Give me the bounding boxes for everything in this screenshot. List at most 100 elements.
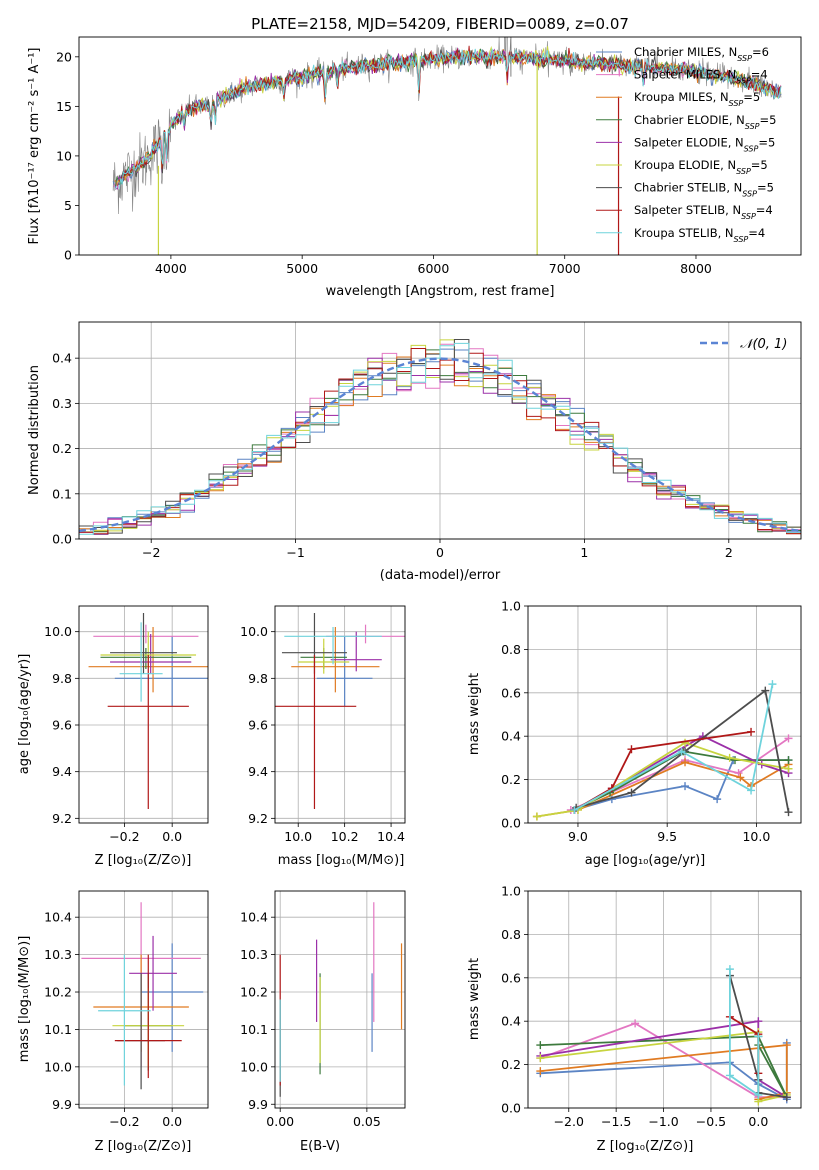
spectrum-legend-label: Salpeter STELIB, NSSP=4 — [634, 203, 773, 221]
weight_vs_age-series-2-marker — [784, 734, 793, 743]
age_vs_mass-ytick-label: 9.4 — [248, 764, 268, 779]
age_vs_Z-ytick-label: 9.6 — [52, 718, 72, 733]
spectrum-legend-label: Kroupa ELODIE, NSSP=5 — [634, 158, 768, 176]
weight_vs_Z-plot-area — [536, 965, 791, 1106]
spectrum-legend-label: Salpeter MILES, NSSP=4 — [634, 68, 768, 86]
weight_vs_age-series-8-marker — [627, 745, 636, 754]
age_vs_mass-xtick-label: 10.4 — [377, 829, 405, 844]
mass_vs_Z-xtick-label: −0.2 — [109, 1114, 139, 1129]
weight_vs_age-xtick-label: 9.0 — [568, 829, 588, 844]
spectrum-ytick-label: 15 — [56, 99, 72, 114]
residuals-panel: (data-model)/error Normed distribution −… — [27, 321, 802, 583]
residuals-xtick-label: 0 — [436, 545, 444, 560]
spectrum-legend-label: Salpeter ELODIE, NSSP=5 — [634, 135, 775, 153]
spectrum-xtick-label: 7000 — [549, 261, 581, 276]
weight_vs_age-series-2-marker — [734, 769, 743, 778]
spectrum-xtick-label: 4000 — [155, 261, 187, 276]
weight_vs_Z-ytick-label: 0.0 — [501, 1101, 521, 1116]
spectrum-xlabel: wavelength [Angstrom, rest frame] — [326, 284, 555, 299]
mass_vs_Z-plot-area — [81, 902, 204, 1090]
weight-vs-metallicity-panel: Z [log₁₀(Z/Z⊙)] mass weight −2.0 −1.5 −1.0… — [467, 884, 802, 1154]
mass_vs_ebv-ytick-label: 10.0 — [240, 1059, 268, 1074]
mass_vs_Z-ytick-label: 10.2 — [44, 985, 72, 1000]
weight_vs_Z-xtick-label: −1.0 — [648, 1114, 678, 1129]
spectrum-frame — [78, 36, 802, 256]
weight_vs_age-series-7-marker — [784, 808, 793, 817]
weight_vs_Z-series-9-marker — [725, 1071, 734, 1080]
weight_vs_age-plot-area — [532, 680, 793, 821]
gaussian-legend-label: 𝒩(0, 1) — [740, 337, 787, 352]
spectrum-model-line-9 — [118, 48, 782, 189]
spectrum-xtick-label: 8000 — [680, 261, 712, 276]
residuals-ytick-label: 0.0 — [52, 532, 72, 547]
residuals-ytick-label: 0.1 — [52, 486, 72, 501]
weight_vs_age-series-9-marker — [768, 680, 777, 689]
spectrum-legend-label: Kroupa STELIB, NSSP=4 — [634, 226, 765, 244]
age-vs-metallicity-panel: Z [log₁₀(Z/Z⊙)] age [log₁₀(age/yr)] −0.2… — [17, 605, 209, 868]
age_vs_mass-xtick-label: 10.2 — [331, 829, 359, 844]
age_vs_Z-ytick-label: 10.0 — [44, 624, 72, 639]
weight_vs_age-series-9-marker — [677, 747, 686, 756]
mass_vs_ebv-ytick-label: 10.4 — [240, 910, 268, 925]
age_vs_Z-ytick-label: 9.4 — [52, 764, 72, 779]
weight_vs_age-series-6-marker — [725, 753, 734, 762]
residuals-xlabel: (data-model)/error — [380, 568, 501, 583]
residuals-xtick-label: −2 — [142, 545, 160, 560]
mass_vs_ebv-plot-area — [279, 902, 403, 1097]
weight_vs_age-ytick-label: 1.0 — [501, 599, 521, 614]
age_vs_Z-xtick-label: 0.0 — [162, 829, 182, 844]
mass_vs_Z-ytick-label: 10.0 — [44, 1059, 72, 1074]
age_vs_mass-ytick-label: 9.8 — [248, 671, 268, 686]
residuals-ytick-label: 0.3 — [52, 396, 72, 411]
weight_vs_Z-xtick-label: −0.5 — [696, 1114, 726, 1129]
weight_vs_Z-xtick-label: −2.0 — [554, 1114, 584, 1129]
weight_vs_Z-series-4 — [540, 1035, 788, 1098]
weight_vs_age-series-6-marker — [532, 812, 541, 821]
weight_vs_age-series-9-marker — [570, 805, 579, 814]
weight_vs_Z-ytick-label: 1.0 — [501, 884, 521, 899]
residuals-xtick-label: 2 — [725, 545, 733, 560]
mass_vs_ebv-ytick-label: 10.1 — [240, 1022, 268, 1037]
mass_vs_Z-ytick-label: 10.1 — [44, 1022, 72, 1037]
age_vs_mass-frame — [274, 605, 406, 824]
residuals-xtick-label: −1 — [286, 545, 304, 560]
weight_vs_Z-ytick-label: 0.6 — [501, 970, 521, 985]
weight-vs-age-panel: age [log₁₀(age/yr)] mass weight 9.0 9.5 10… — [467, 599, 802, 868]
residuals-ylabel: Normed distribution — [27, 365, 42, 495]
weight_vs_Z-series-3 — [540, 1044, 788, 1101]
weight_vs_age-series-7-marker — [627, 788, 636, 797]
weight-z-xlabel: Z [log₁₀(Z/Z⊙)] — [597, 1139, 694, 1154]
mass_vs_ebv-frame — [274, 890, 406, 1109]
spectrum-xtick-label: 5000 — [286, 261, 318, 276]
weight-age-ylabel: mass weight — [467, 673, 482, 755]
age_vs_mass-ytick-label: 9.2 — [248, 811, 268, 826]
weight_vs_Z-series-7-marker — [782, 1093, 791, 1102]
residuals-xtick-label: 1 — [580, 545, 588, 560]
mass-z-ylabel: mass [log₁₀(M/M⊙)] — [17, 936, 32, 1063]
spectrum-xtick-label: 6000 — [418, 261, 450, 276]
spectrum-ylabel: Flux [fλ10⁻¹⁷ erg cm⁻² s⁻¹ A⁻¹] — [27, 48, 42, 245]
weight_vs_Z-ytick-label: 0.4 — [501, 1014, 521, 1029]
spectrum-legend-label: Chabrier ELODIE, NSSP=5 — [634, 113, 776, 131]
mass-vs-ebv-panel: E(B-V) 0.00 0.05 9.9 10.0 10.1 10.2 10.3 10.4 — [240, 890, 406, 1154]
weight_vs_age-ytick-label: 0.8 — [501, 642, 521, 657]
weight_vs_age-series-1-marker — [713, 795, 722, 804]
weight_vs_age-ytick-label: 0.2 — [501, 772, 521, 787]
weight_vs_age-series-4-marker — [784, 756, 793, 765]
weight_vs_age-ytick-label: 0.4 — [501, 729, 521, 744]
mass-ebv-xlabel: E(B-V) — [300, 1139, 340, 1154]
weight_vs_Z-series-9 — [729, 969, 760, 1097]
spectrum-ytick-label: 20 — [56, 49, 72, 64]
weight_vs_age-series-3-marker — [681, 758, 690, 767]
weight_vs_Z-series-3-marker — [782, 1041, 791, 1050]
weight_vs_age-series-6-marker — [784, 764, 793, 773]
weight-age-xlabel: age [log₁₀(age/yr)] — [585, 853, 706, 868]
mass_vs_ebv-xtick-label: 0.00 — [266, 1114, 294, 1129]
mass_vs_Z-xtick-label: 0.0 — [162, 1114, 182, 1129]
weight_vs_age-series-9-marker — [747, 786, 756, 795]
weight_vs_Z-series-9-marker — [725, 965, 734, 974]
age_vs_Z-plot-area — [88, 613, 208, 809]
figure-title: PLATE=2158, MJD=54209, FIBERID=0089, z=0… — [251, 15, 629, 33]
weight_vs_Z-series-2-marker — [631, 1019, 640, 1028]
